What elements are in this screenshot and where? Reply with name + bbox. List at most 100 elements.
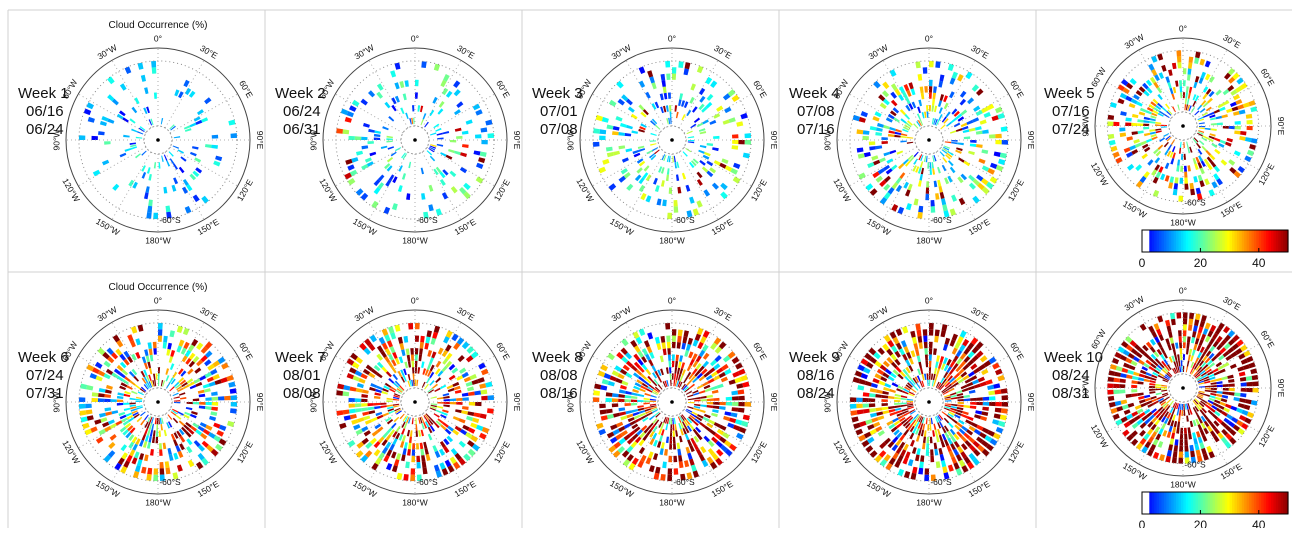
- swath-cell: [897, 385, 904, 390]
- swath-cell: [209, 415, 217, 422]
- swath-cell: [467, 411, 475, 416]
- swath-cell: [953, 122, 961, 128]
- colorbar-step: [1266, 230, 1270, 252]
- swath-cell: [960, 451, 968, 459]
- swath-cell: [989, 402, 996, 407]
- swath-cell: [1210, 382, 1217, 385]
- swath-cell: [163, 335, 168, 343]
- swath-cell: [1131, 411, 1139, 417]
- swath-cell: [667, 474, 672, 482]
- swath-cells: [78, 322, 238, 482]
- swath-cell: [1191, 337, 1196, 344]
- swath-cell: [1228, 76, 1236, 84]
- swath-cell: [391, 203, 398, 211]
- swath-cell: [899, 109, 906, 116]
- swath-cell: [917, 212, 923, 219]
- swath-cell: [172, 417, 179, 424]
- swath-cell: [1137, 381, 1144, 385]
- swath-cell: [107, 450, 116, 458]
- swath-cell: [882, 372, 890, 379]
- swath-cell: [706, 456, 714, 465]
- colorbar-step: [1222, 230, 1226, 252]
- swath-cell: [442, 169, 449, 176]
- swath-cell: [987, 168, 995, 175]
- swath-cell: [172, 392, 179, 397]
- swath-cell: [1149, 383, 1156, 386]
- swath-cell: [447, 425, 454, 432]
- swath-cell: [1164, 162, 1170, 170]
- swath-cell: [933, 423, 937, 430]
- swath-cell: [684, 387, 690, 393]
- swath-cell: [964, 378, 972, 384]
- swath-cell: [875, 175, 883, 183]
- swath-cell: [1209, 362, 1216, 368]
- swath-cell: [950, 394, 957, 398]
- swath-cell: [194, 367, 202, 374]
- swath-cell: [700, 446, 707, 454]
- swath-cell: [953, 110, 960, 117]
- swath-cell: [686, 364, 692, 372]
- swath-cell: [972, 440, 980, 448]
- swath-cell: [1138, 359, 1145, 366]
- latitude-label: -60°S: [159, 215, 181, 225]
- swath-cell: [879, 459, 888, 467]
- swath-cell: [649, 351, 655, 359]
- swath-cell: [473, 150, 481, 156]
- swath-cell: [944, 398, 952, 401]
- swath-cell: [190, 413, 197, 419]
- swath-cell: [937, 422, 942, 429]
- swath-cell: [432, 383, 438, 389]
- meridian: [1189, 399, 1228, 465]
- swath-cell: [666, 168, 670, 175]
- swath-cell: [1176, 312, 1182, 319]
- meridian: [164, 413, 205, 482]
- swath-cell: [1252, 381, 1259, 387]
- swath-cell: [367, 403, 374, 407]
- swath-cell: [707, 440, 715, 448]
- swath-cell: [672, 155, 674, 163]
- swath-cell: [1131, 422, 1139, 429]
- swath-cell: [424, 121, 429, 128]
- swath-cell: [377, 174, 385, 182]
- swath-cell: [129, 449, 136, 457]
- swath-cell: [886, 356, 894, 364]
- swath-cell: [369, 151, 377, 157]
- swath-cell: [177, 149, 184, 154]
- swath-cell: [868, 398, 876, 402]
- swath-cell: [1183, 80, 1186, 87]
- swath-cell: [470, 422, 478, 429]
- pole-dot: [1181, 124, 1185, 128]
- meridian: [164, 322, 205, 391]
- swath-cell: [378, 452, 385, 460]
- swath-cell: [181, 382, 188, 387]
- swath-cell: [459, 428, 468, 436]
- swath-cell: [929, 329, 934, 336]
- swath-cell: [672, 417, 674, 425]
- swath-cell: [916, 383, 921, 389]
- longitude-label: 90°W: [565, 130, 575, 151]
- swath-cell: [1120, 416, 1128, 423]
- swath-cell: [1198, 392, 1205, 395]
- swath-cell: [1199, 320, 1206, 328]
- swath-cell: [955, 390, 963, 394]
- swath-cell: [948, 411, 955, 416]
- swath-cell: [137, 324, 144, 332]
- swath-cell: [146, 212, 152, 219]
- swath-cell: [228, 119, 236, 126]
- swath-cell: [957, 378, 965, 384]
- swath-cell: [894, 407, 902, 411]
- colorbar-step: [1239, 230, 1243, 252]
- swath-cell: [688, 140, 695, 142]
- swath-cell: [652, 372, 657, 379]
- swath-cell: [1216, 384, 1223, 388]
- swath-cell: [1211, 405, 1218, 410]
- swath-cell: [197, 389, 205, 394]
- swath-cell: [148, 199, 153, 207]
- swath-cell: [1151, 398, 1158, 403]
- swath-cell: [1228, 126, 1235, 130]
- swath-cell: [878, 94, 886, 102]
- swath-cell: [442, 422, 449, 428]
- swath-cell: [924, 86, 928, 93]
- swath-cell: [872, 378, 880, 384]
- swath-cell: [184, 87, 192, 96]
